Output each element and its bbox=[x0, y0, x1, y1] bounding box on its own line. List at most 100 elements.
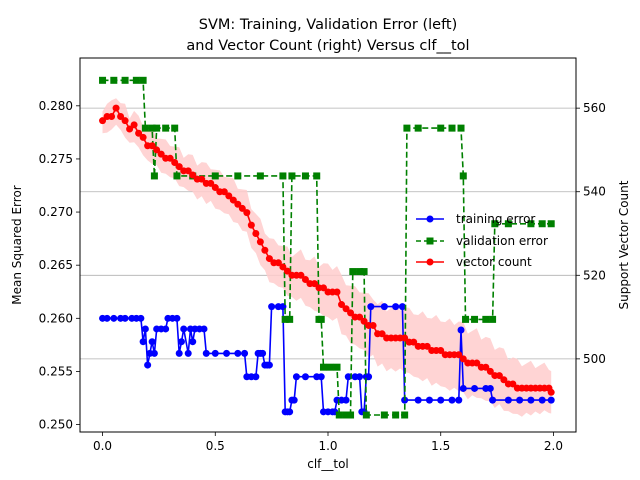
point-vector-count bbox=[238, 204, 246, 212]
point-validation-error bbox=[148, 124, 156, 132]
y-right-tick-label-0: 500 bbox=[583, 352, 606, 366]
point-vector-count bbox=[112, 104, 120, 112]
point-validation-error bbox=[414, 124, 422, 132]
point-validation-error bbox=[459, 172, 467, 180]
y-left-tick-label-2: 0.260 bbox=[39, 311, 73, 325]
point-validation-error bbox=[335, 411, 343, 419]
point-validation-error bbox=[150, 172, 158, 180]
point-training-error bbox=[455, 396, 463, 404]
series-layer bbox=[99, 76, 555, 419]
point-vector-count bbox=[189, 171, 197, 179]
point-training-error bbox=[356, 373, 364, 381]
point-vector-count bbox=[401, 334, 409, 342]
point-validation-error bbox=[99, 76, 107, 84]
series-vector-count bbox=[99, 104, 555, 396]
y-left-tick-label-6: 0.280 bbox=[39, 99, 73, 113]
x-axis-title: clf__tol bbox=[307, 457, 349, 471]
point-vector-count bbox=[171, 158, 179, 166]
point-training-error bbox=[290, 396, 298, 404]
point-validation-error bbox=[504, 220, 512, 228]
point-validation-error bbox=[462, 315, 470, 323]
y-left-tick-label-4: 0.270 bbox=[39, 205, 73, 219]
point-vector-count bbox=[495, 372, 503, 380]
point-vector-count bbox=[459, 355, 467, 363]
point-vector-count bbox=[342, 305, 350, 313]
point-training-error bbox=[367, 303, 375, 311]
point-training-error bbox=[425, 396, 433, 404]
point-vector-count bbox=[126, 125, 134, 133]
point-training-error bbox=[527, 396, 535, 404]
point-training-error bbox=[177, 338, 185, 346]
point-validation-error bbox=[547, 220, 555, 228]
point-validation-error bbox=[471, 315, 479, 323]
point-vector-count bbox=[509, 380, 517, 388]
point-validation-error bbox=[211, 172, 219, 180]
right-y-axis-ticks: 500 520 540 560 bbox=[576, 101, 606, 366]
y-right-tick-label-2: 540 bbox=[583, 185, 606, 199]
point-validation-error bbox=[256, 172, 264, 180]
point-vector-count bbox=[166, 154, 174, 162]
point-vector-count bbox=[360, 317, 368, 325]
legend-item-vector-count: vector count bbox=[416, 255, 532, 269]
point-vector-count bbox=[135, 129, 143, 137]
point-validation-error bbox=[286, 315, 294, 323]
point-training-error bbox=[211, 349, 219, 357]
point-training-error bbox=[180, 325, 188, 333]
point-validation-error bbox=[162, 124, 170, 132]
point-validation-error bbox=[281, 315, 289, 323]
point-training-error bbox=[398, 303, 406, 311]
point-validation-error bbox=[403, 124, 411, 132]
series-training-error bbox=[99, 303, 555, 416]
point-validation-error bbox=[326, 363, 334, 371]
point-validation-error bbox=[392, 411, 400, 419]
point-training-error bbox=[175, 349, 183, 357]
point-vector-count bbox=[301, 275, 309, 283]
y-left-tick-label-5: 0.275 bbox=[39, 152, 73, 166]
point-training-error bbox=[486, 384, 494, 392]
point-validation-error bbox=[362, 411, 370, 419]
point-vector-count bbox=[261, 246, 269, 254]
point-vector-count bbox=[274, 259, 282, 267]
x-tick-label-4: 2.0 bbox=[544, 439, 563, 453]
point-validation-error bbox=[347, 411, 355, 419]
point-validation-error bbox=[360, 268, 368, 276]
point-vector-count bbox=[121, 117, 129, 125]
point-training-error bbox=[459, 384, 467, 392]
point-validation-error bbox=[313, 172, 321, 180]
point-training-error bbox=[414, 396, 422, 404]
point-validation-error bbox=[288, 172, 296, 180]
point-training-error bbox=[489, 396, 497, 404]
point-training-error bbox=[139, 338, 147, 346]
point-vector-count bbox=[500, 376, 508, 384]
point-vector-count bbox=[437, 347, 445, 355]
point-vector-count bbox=[482, 363, 490, 371]
point-validation-error bbox=[319, 363, 327, 371]
point-vector-count bbox=[153, 146, 161, 154]
point-validation-error bbox=[482, 315, 490, 323]
x-tick-label-3: 1.5 bbox=[431, 439, 450, 453]
point-validation-error bbox=[380, 411, 388, 419]
point-training-error bbox=[150, 349, 158, 357]
point-vector-count bbox=[108, 113, 116, 121]
point-validation-error bbox=[489, 315, 497, 323]
chart-title-line1: SVM: Training, Validation Error (left) bbox=[199, 17, 458, 33]
point-vector-count bbox=[225, 192, 233, 200]
point-vector-count bbox=[220, 188, 228, 196]
point-training-error bbox=[241, 349, 249, 357]
legend-item-training-error: training error bbox=[416, 212, 535, 226]
point-training-error bbox=[342, 396, 350, 404]
point-validation-error bbox=[538, 220, 546, 228]
point-vector-count bbox=[148, 142, 156, 150]
legend-marker-validation-error bbox=[426, 237, 434, 245]
point-vector-count bbox=[279, 263, 287, 271]
point-validation-error bbox=[279, 172, 287, 180]
x-axis-ticks: 0.0 0.5 1.0 1.5 2.0 bbox=[93, 432, 563, 453]
point-training-error bbox=[380, 303, 388, 311]
point-training-error bbox=[301, 373, 309, 381]
point-training-error bbox=[365, 373, 373, 381]
point-validation-error bbox=[173, 172, 181, 180]
legend-marker-training-error bbox=[426, 215, 434, 223]
point-validation-error bbox=[349, 268, 357, 276]
point-training-error bbox=[448, 396, 456, 404]
